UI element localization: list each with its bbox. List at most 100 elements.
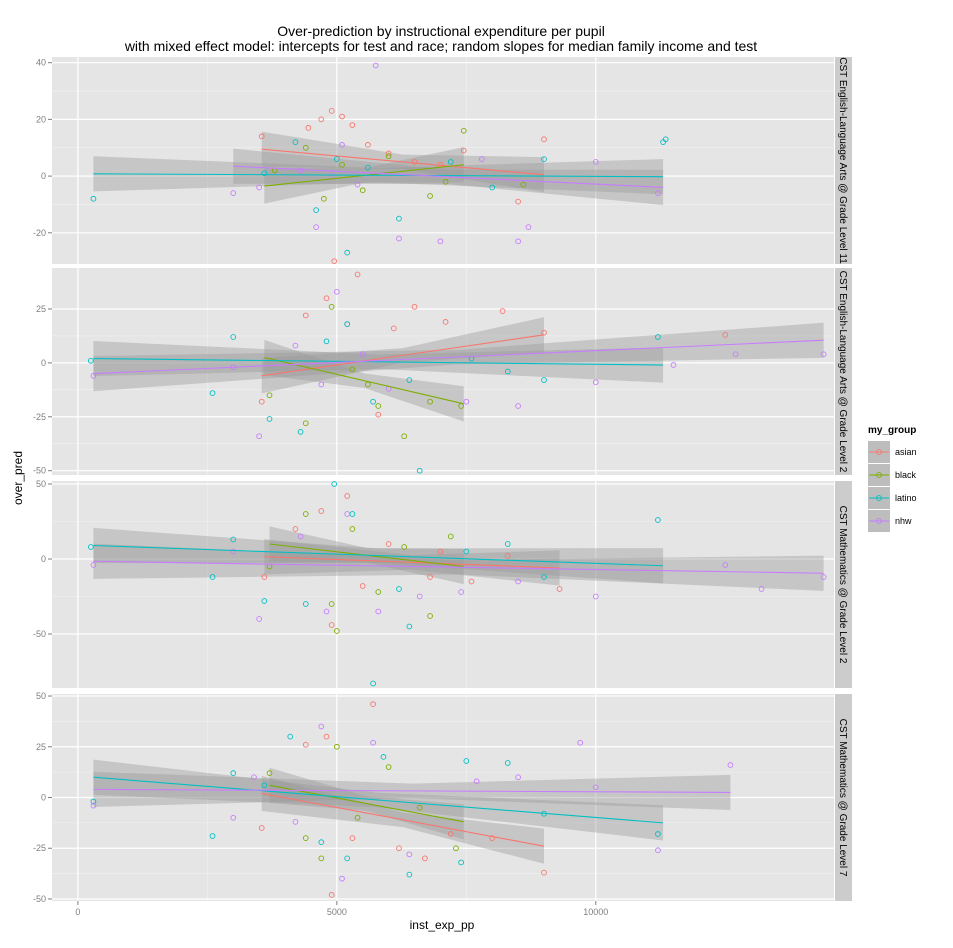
legend-key-point bbox=[876, 449, 882, 455]
data-point-black bbox=[302, 420, 309, 427]
data-point-latino bbox=[406, 377, 413, 383]
data-point-nhw bbox=[230, 190, 237, 196]
facet-panel: -20 0 20 40 CST English-Language Arts @ Grad… bbox=[33, 57, 852, 264]
y-tick-label: 25 bbox=[36, 742, 46, 752]
data-point-latino bbox=[323, 338, 330, 345]
legend-label: latino bbox=[895, 493, 917, 503]
data-point-latino bbox=[541, 377, 547, 383]
data-point-latino bbox=[261, 170, 268, 177]
fit-line-nhw bbox=[233, 165, 664, 188]
data-point-asian bbox=[339, 113, 345, 120]
data-point-black bbox=[302, 511, 309, 517]
data-point-nhw bbox=[251, 774, 257, 781]
data-point-latino bbox=[87, 357, 94, 364]
data-point-asian bbox=[541, 869, 547, 876]
data-point-asian bbox=[258, 825, 265, 831]
legend-key-point bbox=[876, 495, 882, 501]
data-point-latino bbox=[87, 544, 94, 550]
data-point-black bbox=[447, 533, 454, 540]
data-point-latino bbox=[266, 416, 273, 422]
data-point-nhw bbox=[344, 511, 351, 517]
data-point-latino bbox=[370, 398, 376, 405]
data-point-asian bbox=[422, 855, 428, 862]
x-axis-label: inst_exp_pp bbox=[410, 918, 475, 932]
data-point-asian bbox=[447, 831, 454, 837]
y-tick-label: 0 bbox=[41, 171, 46, 181]
data-point-asian bbox=[385, 541, 392, 547]
data-point-asian bbox=[318, 116, 325, 123]
data-point-black bbox=[333, 743, 340, 750]
data-point-nhw bbox=[592, 593, 599, 600]
fit-line-nhw bbox=[93, 560, 824, 574]
data-point-latino bbox=[655, 517, 661, 523]
facet-strip-label: CST Mathematics @ Grade Level 2 bbox=[837, 506, 848, 664]
data-point-latino bbox=[230, 334, 237, 340]
fit-line-black bbox=[264, 356, 464, 405]
data-point-nhw bbox=[525, 224, 532, 230]
data-point-black bbox=[349, 526, 356, 532]
data-point-latino bbox=[463, 758, 470, 764]
data-point-asian bbox=[349, 122, 356, 128]
data-point-asian bbox=[328, 892, 335, 898]
data-point-black bbox=[302, 835, 309, 841]
data-point-latino bbox=[489, 184, 496, 191]
fit-line-nhw bbox=[93, 788, 731, 793]
legend-label: nhw bbox=[895, 516, 912, 526]
data-point-nhw bbox=[359, 351, 366, 358]
data-point-asian bbox=[349, 835, 356, 841]
facet-strip bbox=[835, 694, 852, 901]
data-point-black bbox=[266, 392, 273, 399]
y-tick-label: -50 bbox=[33, 629, 46, 639]
fit-line-latino bbox=[93, 776, 664, 824]
data-point-latino bbox=[396, 586, 402, 592]
facet-panel: -50 0 50 CST Mathematics @ Grade Level 2 bbox=[33, 479, 852, 688]
data-point-black bbox=[333, 628, 340, 634]
data-point-latino bbox=[230, 770, 237, 776]
data-point-nhw bbox=[339, 142, 345, 148]
data-point-black bbox=[328, 303, 335, 310]
data-point-nhw bbox=[722, 562, 729, 568]
data-point-nhw bbox=[318, 381, 325, 388]
data-point-latino bbox=[331, 481, 338, 487]
data-point-asian bbox=[442, 319, 449, 325]
legend-item-latino: latino bbox=[868, 487, 917, 509]
data-point-nhw bbox=[313, 224, 319, 230]
data-point-nhw bbox=[292, 819, 299, 825]
data-point-asian bbox=[489, 835, 496, 841]
data-point-black bbox=[328, 601, 335, 607]
data-point-black bbox=[401, 433, 408, 440]
facet-strip bbox=[835, 268, 852, 475]
data-point-latino bbox=[406, 871, 413, 878]
data-point-nhw bbox=[655, 847, 661, 854]
data-point-black bbox=[427, 398, 433, 405]
data-point-latino bbox=[313, 207, 319, 213]
data-point-nhw bbox=[370, 739, 376, 746]
data-point-nhw bbox=[354, 181, 361, 188]
data-point-asian bbox=[331, 258, 338, 265]
data-point-nhw bbox=[375, 608, 382, 615]
data-point-latino bbox=[655, 831, 661, 837]
y-tick-label: 50 bbox=[36, 691, 46, 701]
data-point-black bbox=[427, 193, 433, 199]
data-point-asian bbox=[258, 133, 265, 140]
legend-label: black bbox=[895, 470, 917, 480]
data-point-asian bbox=[427, 574, 433, 580]
data-point-nhw bbox=[437, 238, 444, 245]
y-tick-label: 40 bbox=[36, 58, 46, 68]
data-point-nhw bbox=[333, 288, 340, 295]
data-point-black bbox=[520, 181, 527, 188]
data-point-latino bbox=[504, 541, 511, 547]
data-point-black bbox=[385, 764, 392, 770]
y-tick-label: -50 bbox=[33, 894, 46, 904]
data-point-latino bbox=[504, 760, 511, 766]
data-point-latino bbox=[396, 215, 402, 222]
y-axis-label: over_pred bbox=[11, 451, 25, 505]
data-point-nhw bbox=[463, 398, 470, 405]
data-point-nhw bbox=[458, 589, 464, 595]
facet-panel: -50 -25 0 25 50 CST Mathematics @ Grade Level… bbox=[33, 691, 852, 904]
data-point-latino bbox=[447, 159, 454, 165]
data-point-nhw bbox=[515, 578, 521, 585]
data-point-latino bbox=[406, 623, 413, 630]
data-point-black bbox=[460, 127, 467, 134]
